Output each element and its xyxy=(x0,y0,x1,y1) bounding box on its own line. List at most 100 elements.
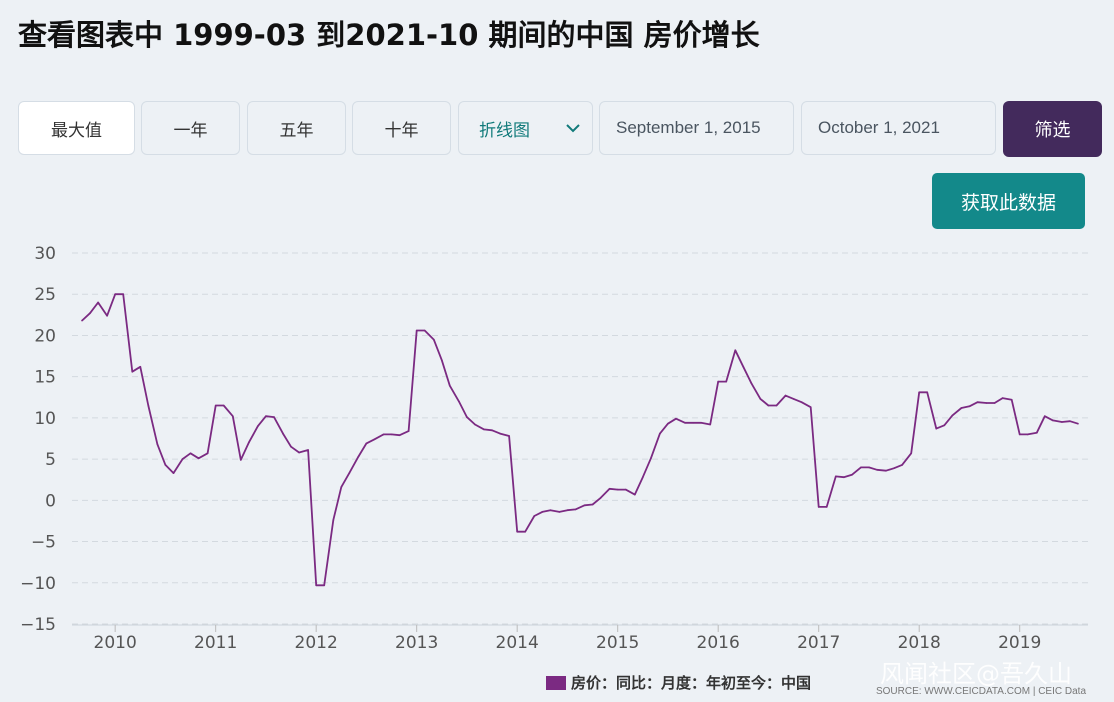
data-point xyxy=(1069,420,1071,422)
y-tick-label: 30 xyxy=(34,244,56,264)
data-point xyxy=(800,401,803,403)
data-point xyxy=(197,457,200,460)
data-point xyxy=(943,424,946,427)
range-max-button[interactable]: 最大值 xyxy=(18,101,135,155)
data-point xyxy=(700,422,702,424)
data-point xyxy=(106,314,108,317)
series-line xyxy=(81,293,1079,587)
y-tick-label: −15 xyxy=(20,615,56,635)
chevron-down-icon xyxy=(564,119,582,142)
x-tick-label: 2017 xyxy=(797,633,840,653)
data-point xyxy=(441,359,443,361)
data-point xyxy=(89,312,91,314)
data-point xyxy=(893,467,895,469)
data-point xyxy=(97,301,99,304)
end-date-input[interactable]: October 1, 2021 xyxy=(801,101,996,155)
data-point xyxy=(1018,433,1021,436)
data-point xyxy=(214,404,217,407)
data-point xyxy=(407,430,410,432)
data-point xyxy=(1010,399,1013,401)
data-point xyxy=(290,445,292,448)
data-point xyxy=(248,441,250,444)
data-point xyxy=(549,509,552,512)
data-point xyxy=(382,433,385,436)
data-point xyxy=(667,422,669,425)
x-tick-label: 2016 xyxy=(697,633,740,653)
chart-legend[interactable]: 房价：同比：月度：年初至今：中国 xyxy=(546,672,811,693)
data-point xyxy=(541,511,544,513)
data-point xyxy=(809,406,812,408)
data-point xyxy=(232,415,234,417)
watermark: 风闻社区@吾久山 xyxy=(880,660,1072,688)
data-point xyxy=(474,423,476,426)
data-point xyxy=(792,398,795,400)
data-point xyxy=(767,404,770,407)
data-point xyxy=(993,402,996,404)
start-date-input[interactable]: September 1, 2015 xyxy=(599,101,794,155)
data-point xyxy=(784,394,787,397)
data-point xyxy=(240,459,242,461)
range-1y-button[interactable]: 一年 xyxy=(141,101,240,155)
y-tick-label: −5 xyxy=(31,533,56,553)
x-tick-label: 2011 xyxy=(194,633,237,653)
data-point xyxy=(466,416,468,418)
x-tick-label: 2010 xyxy=(94,633,137,653)
data-point xyxy=(650,457,652,460)
data-point xyxy=(156,443,159,446)
data-point xyxy=(398,434,401,436)
y-tick-label: 25 xyxy=(34,285,56,305)
data-point xyxy=(835,475,837,478)
data-point xyxy=(566,509,569,512)
source-credit[interactable]: SOURCE: WWW.CEICDATA.COM | CEIC Data xyxy=(875,686,1086,697)
data-point xyxy=(181,458,184,460)
data-point xyxy=(1001,397,1004,399)
data-point xyxy=(348,472,351,474)
data-point xyxy=(415,329,418,332)
data-point xyxy=(1044,415,1046,417)
range-10y-button[interactable]: 十年 xyxy=(352,101,451,155)
data-point xyxy=(851,474,853,476)
data-point xyxy=(508,435,510,437)
data-point xyxy=(901,464,903,466)
data-point xyxy=(876,469,878,471)
legend-label: 房价：同比：月度：年初至今：中国 xyxy=(571,674,812,692)
data-point xyxy=(164,464,167,466)
data-point xyxy=(599,497,602,499)
data-point xyxy=(307,449,309,451)
filter-button[interactable]: 筛选 xyxy=(1003,101,1102,157)
data-point xyxy=(483,428,485,431)
x-tick-label: 2019 xyxy=(998,633,1041,653)
data-point xyxy=(868,466,870,469)
data-point xyxy=(147,404,150,407)
data-point xyxy=(860,466,862,469)
data-point xyxy=(843,476,845,478)
data-point xyxy=(734,349,737,352)
get-data-button[interactable]: 获取此数据 xyxy=(932,173,1085,229)
data-point xyxy=(624,488,627,491)
data-point xyxy=(642,476,644,478)
data-point xyxy=(725,380,727,383)
data-point xyxy=(499,432,501,435)
data-point xyxy=(775,404,778,407)
data-point xyxy=(139,366,142,368)
data-point xyxy=(423,329,426,332)
x-tick-label: 2018 xyxy=(898,633,941,653)
data-point xyxy=(449,384,451,387)
data-point xyxy=(825,506,828,508)
data-point xyxy=(1036,431,1038,434)
data-point xyxy=(172,472,175,474)
y-tick-label: 15 xyxy=(34,368,56,388)
x-tick-label: 2013 xyxy=(395,633,438,653)
data-point xyxy=(357,455,360,458)
data-point xyxy=(659,432,661,435)
data-point xyxy=(282,432,284,435)
data-point xyxy=(365,442,368,445)
range-5y-button[interactable]: 五年 xyxy=(247,101,346,155)
data-point xyxy=(206,452,209,455)
data-point xyxy=(684,422,686,424)
data-point xyxy=(910,452,912,455)
chart-type-select[interactable]: 折线图 xyxy=(458,101,593,155)
y-tick-label: 10 xyxy=(34,409,56,429)
data-point xyxy=(985,402,988,404)
data-point xyxy=(583,504,586,507)
